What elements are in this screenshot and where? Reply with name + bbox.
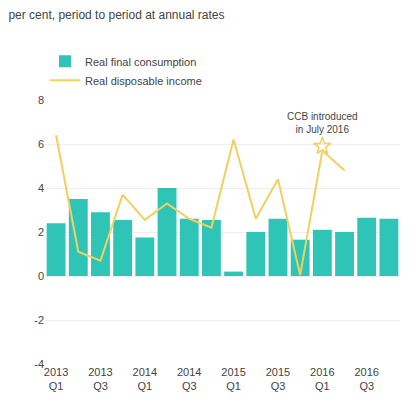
svg-text:2014Q3: 2014Q3	[177, 366, 201, 392]
svg-text:CCB introducedin July 2016: CCB introducedin July 2016	[287, 111, 358, 135]
svg-text:2015Q1: 2015Q1	[221, 366, 245, 392]
svg-text:-4: -4	[34, 358, 44, 370]
svg-text:-2: -2	[34, 314, 44, 326]
svg-text:2016Q3: 2016Q3	[354, 366, 378, 392]
svg-text:Real final consumption: Real final consumption	[85, 56, 196, 68]
svg-text:2016Q1: 2016Q1	[310, 366, 334, 392]
svg-text:2013Q3: 2013Q3	[88, 366, 112, 392]
svg-text:0: 0	[38, 270, 44, 282]
svg-text:per cent, period to period at: per cent, period to period at annual rat…	[8, 8, 224, 22]
svg-text:2014Q1: 2014Q1	[133, 366, 157, 392]
svg-text:2015Q3: 2015Q3	[266, 366, 290, 392]
svg-text:2013Q1: 2013Q1	[44, 366, 68, 392]
svg-text:4: 4	[38, 182, 44, 194]
svg-text:Real disposable income: Real disposable income	[85, 75, 202, 87]
svg-text:6: 6	[38, 138, 44, 150]
svg-text:8: 8	[38, 94, 44, 106]
svg-text:2: 2	[38, 226, 44, 238]
